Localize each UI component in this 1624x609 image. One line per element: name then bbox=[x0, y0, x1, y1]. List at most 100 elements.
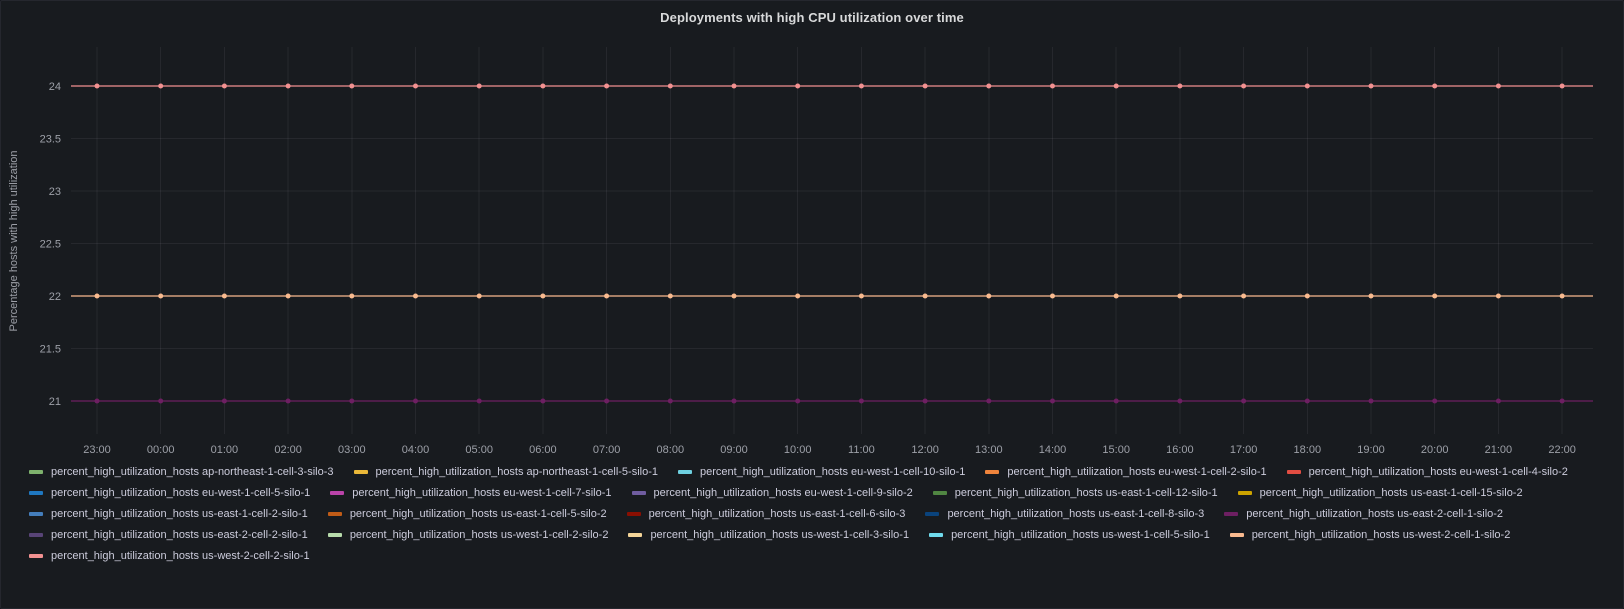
series-point[interactable] bbox=[1177, 293, 1183, 299]
series-point[interactable] bbox=[1368, 83, 1374, 89]
series-point[interactable] bbox=[1559, 293, 1565, 299]
series-point[interactable] bbox=[476, 83, 482, 89]
series-color-swatch bbox=[330, 490, 345, 495]
legend-item[interactable]: percent_high_utilization_hosts us-east-1… bbox=[1237, 482, 1523, 503]
series-point[interactable] bbox=[1368, 293, 1374, 299]
series-point[interactable] bbox=[1495, 83, 1501, 89]
legend-item[interactable]: percent_high_utilization_hosts ap-northe… bbox=[29, 461, 334, 482]
series-point[interactable] bbox=[1304, 293, 1310, 299]
series-point[interactable] bbox=[285, 83, 291, 89]
series-point[interactable] bbox=[413, 83, 418, 89]
legend-item[interactable]: percent_high_utilization_hosts eu-west-1… bbox=[330, 482, 612, 503]
series-point[interactable] bbox=[731, 293, 737, 299]
series-point[interactable] bbox=[1113, 83, 1119, 89]
series-point[interactable] bbox=[1050, 83, 1055, 89]
series-point[interactable] bbox=[349, 398, 355, 404]
series-point[interactable] bbox=[221, 293, 227, 299]
series-point[interactable] bbox=[476, 293, 482, 299]
series-point[interactable] bbox=[1432, 83, 1438, 89]
series-point[interactable] bbox=[1113, 293, 1119, 299]
series-point[interactable] bbox=[540, 83, 546, 89]
series-point[interactable] bbox=[731, 83, 737, 89]
series-point[interactable] bbox=[1368, 398, 1374, 404]
legend-item[interactable]: percent_high_utilization_hosts us-west-1… bbox=[929, 524, 1210, 545]
legend-item[interactable]: percent_high_utilization_hosts us-west-1… bbox=[327, 524, 609, 545]
legend-item[interactable]: percent_high_utilization_hosts us-east-1… bbox=[925, 503, 1204, 524]
legend-item[interactable]: percent_high_utilization_hosts us-east-1… bbox=[29, 503, 308, 524]
series-point[interactable] bbox=[858, 293, 864, 299]
series-point[interactable] bbox=[1177, 398, 1183, 404]
legend-item[interactable]: percent_high_utilization_hosts us-west-2… bbox=[29, 545, 310, 566]
series-point[interactable] bbox=[1559, 83, 1565, 89]
legend-item[interactable]: percent_high_utilization_hosts us-east-1… bbox=[327, 503, 607, 524]
series-point[interactable] bbox=[158, 293, 164, 299]
series-point[interactable] bbox=[285, 293, 291, 299]
series-point[interactable] bbox=[1432, 398, 1438, 404]
legend-item[interactable]: percent_high_utilization_hosts us-east-1… bbox=[932, 482, 1218, 503]
legend-item[interactable]: percent_high_utilization_hosts us-west-1… bbox=[628, 524, 909, 545]
series-point[interactable] bbox=[667, 83, 673, 89]
series-point[interactable] bbox=[1495, 293, 1501, 299]
legend-label: percent_high_utilization_hosts us-east-1… bbox=[648, 507, 906, 520]
series-point[interactable] bbox=[540, 293, 546, 299]
series-point[interactable] bbox=[604, 293, 610, 299]
series-point[interactable] bbox=[1304, 83, 1310, 89]
series-point[interactable] bbox=[285, 398, 291, 404]
legend-item[interactable]: percent_high_utilization_hosts eu-west-1… bbox=[1286, 461, 1568, 482]
series-point[interactable] bbox=[1559, 398, 1565, 404]
series-color-swatch bbox=[29, 511, 43, 516]
time-series-chart-canvas[interactable]: 24 23.5 23 22.5 22 21.5 21 23:00 00:00 01:00 02:00… bbox=[1, 33, 1624, 459]
series-point[interactable] bbox=[1241, 398, 1247, 404]
panel-title[interactable]: Deployments with high CPU utilization ov… bbox=[660, 9, 964, 25]
series-point[interactable] bbox=[413, 293, 418, 299]
series-point[interactable] bbox=[667, 398, 673, 404]
series-point[interactable] bbox=[94, 293, 100, 299]
series-point[interactable] bbox=[1050, 398, 1055, 404]
series-point[interactable] bbox=[158, 398, 164, 404]
series-point[interactable] bbox=[795, 293, 801, 299]
series-point[interactable] bbox=[1177, 83, 1183, 89]
series-point[interactable] bbox=[1432, 293, 1438, 299]
series-point[interactable] bbox=[1113, 398, 1119, 404]
series-point[interactable] bbox=[795, 398, 801, 404]
series-point[interactable] bbox=[795, 83, 801, 89]
legend-item[interactable]: percent_high_utilization_hosts eu-west-1… bbox=[985, 461, 1267, 482]
legend-label: percent_high_utilization_hosts us-west-1… bbox=[349, 528, 609, 541]
series-point[interactable] bbox=[1241, 83, 1247, 89]
legend-item[interactable]: percent_high_utilization_hosts us-west-2… bbox=[1229, 524, 1510, 545]
series-point[interactable] bbox=[731, 398, 737, 404]
series-point[interactable] bbox=[158, 83, 164, 89]
series-point[interactable] bbox=[1304, 398, 1310, 404]
series-point[interactable] bbox=[922, 83, 928, 89]
series-point[interactable] bbox=[476, 398, 482, 404]
series-point[interactable] bbox=[349, 293, 355, 299]
legend-item[interactable]: percent_high_utilization_hosts us-east-2… bbox=[29, 524, 308, 545]
series-point[interactable] bbox=[94, 398, 100, 404]
series-point[interactable] bbox=[986, 398, 992, 404]
series-point[interactable] bbox=[922, 398, 928, 404]
series-point[interactable] bbox=[349, 83, 355, 89]
legend-item[interactable]: percent_high_utilization_hosts ap-northe… bbox=[353, 461, 658, 482]
series-point[interactable] bbox=[922, 293, 928, 299]
series-point[interactable] bbox=[667, 293, 673, 299]
legend-item[interactable]: percent_high_utilization_hosts eu-west-1… bbox=[631, 482, 913, 503]
series-point[interactable] bbox=[604, 83, 610, 89]
x-tick-label: 15:00 bbox=[1102, 444, 1130, 456]
series-point[interactable] bbox=[540, 398, 546, 404]
series-point[interactable] bbox=[1495, 398, 1501, 404]
series-point[interactable] bbox=[604, 398, 610, 404]
series-point[interactable] bbox=[986, 83, 992, 89]
series-point[interactable] bbox=[1050, 293, 1055, 299]
legend-item[interactable]: percent_high_utilization_hosts eu-west-1… bbox=[29, 482, 310, 503]
legend-item[interactable]: percent_high_utilization_hosts us-east-2… bbox=[1224, 503, 1503, 524]
series-point[interactable] bbox=[221, 83, 227, 89]
series-point[interactable] bbox=[94, 83, 100, 89]
series-point[interactable] bbox=[858, 83, 864, 89]
series-point[interactable] bbox=[986, 293, 992, 299]
series-point[interactable] bbox=[858, 398, 864, 404]
legend-item[interactable]: percent_high_utilization_hosts eu-west-1… bbox=[678, 461, 965, 482]
series-point[interactable] bbox=[221, 398, 227, 404]
series-point[interactable] bbox=[1241, 293, 1247, 299]
series-point[interactable] bbox=[413, 398, 418, 404]
legend-item[interactable]: percent_high_utilization_hosts us-east-1… bbox=[626, 503, 906, 524]
